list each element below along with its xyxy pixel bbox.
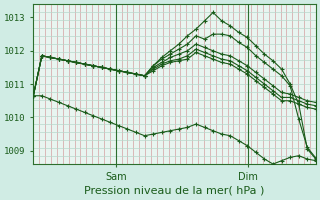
- X-axis label: Pression niveau de la mer( hPa ): Pression niveau de la mer( hPa ): [84, 186, 265, 196]
